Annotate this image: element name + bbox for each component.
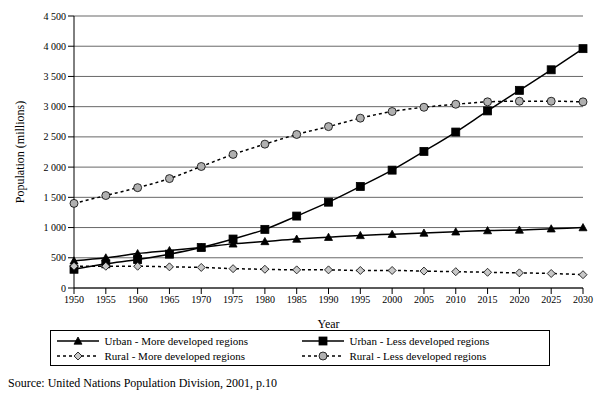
- svg-text:1980: 1980: [255, 294, 275, 305]
- svg-text:1965: 1965: [159, 294, 179, 305]
- svg-text:1995: 1995: [350, 294, 370, 305]
- svg-text:1985: 1985: [287, 294, 307, 305]
- svg-text:1960: 1960: [128, 294, 148, 305]
- html-text:Source: United Nations Populat: Source: United Nations Population Divisi…: [8, 376, 277, 390]
- svg-text:2 000: 2 000: [44, 162, 67, 173]
- svg-text:2025: 2025: [541, 294, 561, 305]
- svg-text:1955: 1955: [96, 294, 116, 305]
- html-text:Rural - More developed regions: Rural - More developed regions: [104, 349, 245, 362]
- html-text:Urban - More developed regions: Urban - More developed regions: [104, 334, 249, 347]
- svg-text:2015: 2015: [478, 294, 498, 305]
- svg-text:3 000: 3 000: [44, 101, 67, 112]
- svg-text:Year: Year: [317, 317, 339, 331]
- html-text:Rural - Less developed regions: Rural - Less developed regions: [349, 349, 487, 362]
- svg-text:2005: 2005: [414, 294, 434, 305]
- svg-text:500: 500: [51, 252, 66, 263]
- svg-text:2010: 2010: [446, 294, 466, 305]
- svg-text:2000: 2000: [382, 294, 402, 305]
- svg-text:2 500: 2 500: [44, 131, 67, 142]
- svg-text:0: 0: [61, 283, 66, 294]
- svg-text:1 000: 1 000: [44, 222, 67, 233]
- svg-text:4 000: 4 000: [44, 41, 67, 52]
- svg-text:3 500: 3 500: [44, 71, 67, 82]
- svg-text:Population (millions): Population (millions): [13, 101, 27, 203]
- html-text:Urban - Less developed regions: Urban - Less developed regions: [349, 334, 490, 347]
- svg-text:4 500: 4 500: [44, 11, 67, 22]
- svg-text:2020: 2020: [509, 294, 529, 305]
- svg-text:1975: 1975: [223, 294, 243, 305]
- svg-text:1950: 1950: [64, 294, 84, 305]
- svg-text:1970: 1970: [191, 294, 211, 305]
- svg-text:2030: 2030: [573, 294, 593, 305]
- svg-text:1990: 1990: [319, 294, 339, 305]
- svg-text:1 500: 1 500: [44, 192, 67, 203]
